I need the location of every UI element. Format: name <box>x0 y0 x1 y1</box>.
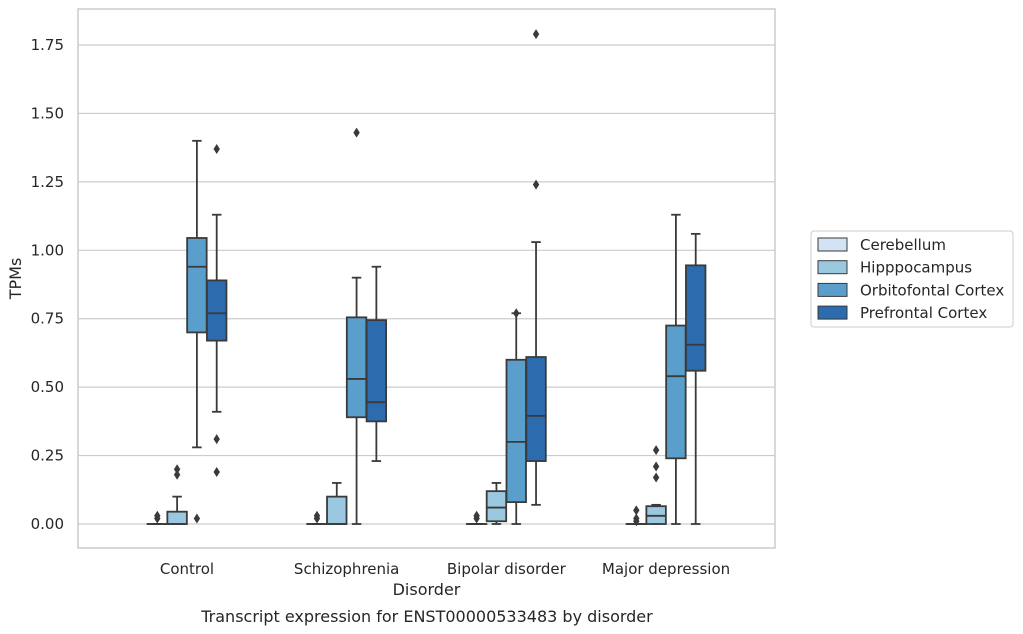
outlier-point <box>154 510 161 521</box>
box-body <box>206 279 228 342</box>
y-tick-label: 0.00 <box>31 515 64 533</box>
y-tick-label: 1.25 <box>31 173 64 191</box>
legend-frame <box>810 230 1014 328</box>
box-body <box>485 490 508 523</box>
outlier-point <box>173 469 181 480</box>
legend-swatch <box>817 260 848 275</box>
legend-swatch <box>817 237 848 252</box>
box-3-0 <box>206 144 228 477</box>
outlier-point <box>473 510 480 521</box>
outlier-point <box>193 513 201 524</box>
x-tick-label: Major depression <box>602 560 730 578</box>
box-body <box>365 319 388 423</box>
box-body <box>505 358 527 504</box>
box-1-0 <box>166 464 188 525</box>
outlier-point <box>532 29 540 40</box>
box-1-3 <box>645 445 667 525</box>
legend-label: Cerebellum <box>860 236 946 254</box>
box-3-1 <box>365 265 388 462</box>
box-0-2 <box>465 510 488 525</box>
x-axis-label: Disorder <box>393 580 461 599</box>
box-body <box>186 237 208 334</box>
box-body <box>345 316 368 419</box>
outlier-point <box>173 464 181 475</box>
outlier-point <box>633 505 640 516</box>
box-2-3 <box>665 213 687 525</box>
y-axis-ticks: 0.00 0.25 0.50 0.75 1.00 1.25 1.50 1.75 <box>31 36 64 533</box>
y-tick-label: 0.75 <box>31 310 64 328</box>
legend-label: Prefrontal Cortex <box>860 304 987 322</box>
box-body <box>166 510 188 525</box>
box-2-0 <box>186 139 208 524</box>
x-tick-label: Schizophrenia <box>294 560 399 578</box>
box-3-2 <box>525 29 547 506</box>
box-body <box>665 324 687 460</box>
legend: Cerebellum Hipppocampus Orbitofontal Corte… <box>810 230 1014 328</box>
outlier-point <box>353 127 360 138</box>
box-1-2 <box>485 482 508 525</box>
outlier-point <box>213 466 220 477</box>
outlier-point <box>532 179 540 190</box>
outlier-point <box>313 510 321 521</box>
box-3-3 <box>685 232 707 525</box>
box-1-1 <box>326 482 348 525</box>
x-tick-label: Bipolar disorder <box>447 560 567 578</box>
box-0-0 <box>146 510 168 525</box>
y-tick-label: 1.00 <box>31 241 64 259</box>
boxes <box>146 29 707 527</box>
x-tick-label: Control <box>160 560 214 578</box>
y-tick-label: 1.75 <box>31 36 64 54</box>
y-tick-label: 0.50 <box>31 378 64 396</box>
x-axis-ticks: Control Schizophrenia Bipolar disorder Majo… <box>160 560 730 578</box>
legend-swatch <box>817 282 848 297</box>
plot-area <box>77 8 776 549</box>
box-body <box>525 356 547 462</box>
box-body <box>685 264 707 372</box>
chart-caption: Transcript expression for ENST0000053348… <box>200 607 653 626</box>
outlier-point <box>213 434 220 445</box>
outlier-point <box>633 513 640 524</box>
outlier-point <box>652 461 660 472</box>
legend-swatch <box>817 305 848 320</box>
outlier-point <box>213 144 220 155</box>
y-axis-label: TPMs <box>6 258 25 301</box>
outlier-point <box>513 308 520 319</box>
legend-label: Orbitofontal Cortex <box>860 281 1004 299</box>
box-0-1 <box>306 510 328 525</box>
legend-label: Hipppocampus <box>860 259 972 277</box>
box-body <box>326 495 348 525</box>
outlier-point <box>652 472 660 483</box>
y-tick-label: 1.50 <box>31 104 64 122</box>
y-tick-label: 0.25 <box>31 447 64 465</box>
outlier-point <box>652 445 660 456</box>
